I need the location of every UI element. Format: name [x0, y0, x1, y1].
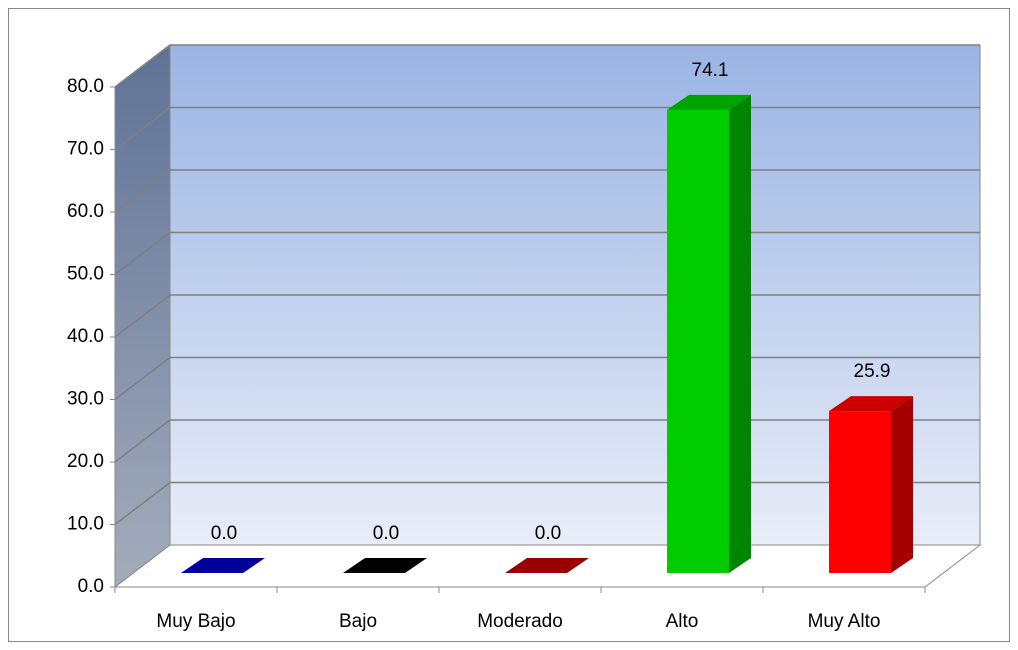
- x-tick-label: Moderado: [477, 611, 563, 632]
- bar-side: [729, 94, 751, 573]
- bar-front: [667, 109, 729, 573]
- y-tick-label: 0.0: [78, 576, 104, 597]
- grid-line-side: [114, 481, 171, 526]
- value-label: 74.1: [692, 60, 729, 81]
- bar-top: [181, 558, 265, 573]
- y-tick-label: 70.0: [67, 139, 104, 160]
- grid-line-side: [114, 44, 171, 88]
- y-tick-label: 40.0: [67, 326, 104, 347]
- grid-line-side: [114, 419, 171, 463]
- x-tick-label: Muy Bajo: [156, 611, 235, 632]
- y-tick-label: 80.0: [67, 76, 104, 97]
- bar-top: [829, 396, 913, 412]
- y-tick-label: 20.0: [67, 451, 104, 472]
- x-tick-label: Muy Alto: [808, 611, 881, 632]
- bar-front: [829, 411, 891, 573]
- value-label: 0.0: [535, 523, 561, 544]
- x-tick-label: Alto: [666, 611, 699, 632]
- grid-line-side: [114, 169, 171, 213]
- y-tick-label: 50.0: [67, 264, 104, 285]
- grid-line-side: [114, 356, 171, 401]
- bar-top: [505, 558, 589, 573]
- y-tick-label: 10.0: [67, 514, 104, 535]
- y-tick-label: 60.0: [67, 201, 104, 222]
- bar-side: [891, 396, 913, 573]
- value-label: 0.0: [373, 523, 399, 544]
- value-label: 0.0: [211, 523, 237, 544]
- bar-top: [343, 558, 427, 573]
- bar-top: [667, 94, 751, 110]
- y-tick-label: 30.0: [67, 389, 104, 410]
- grid-line-side: [114, 294, 171, 338]
- grid-line-side: [114, 231, 171, 276]
- grid-line-side: [114, 106, 171, 151]
- value-label: 25.9: [854, 361, 891, 382]
- x-tick-label: Bajo: [339, 611, 377, 632]
